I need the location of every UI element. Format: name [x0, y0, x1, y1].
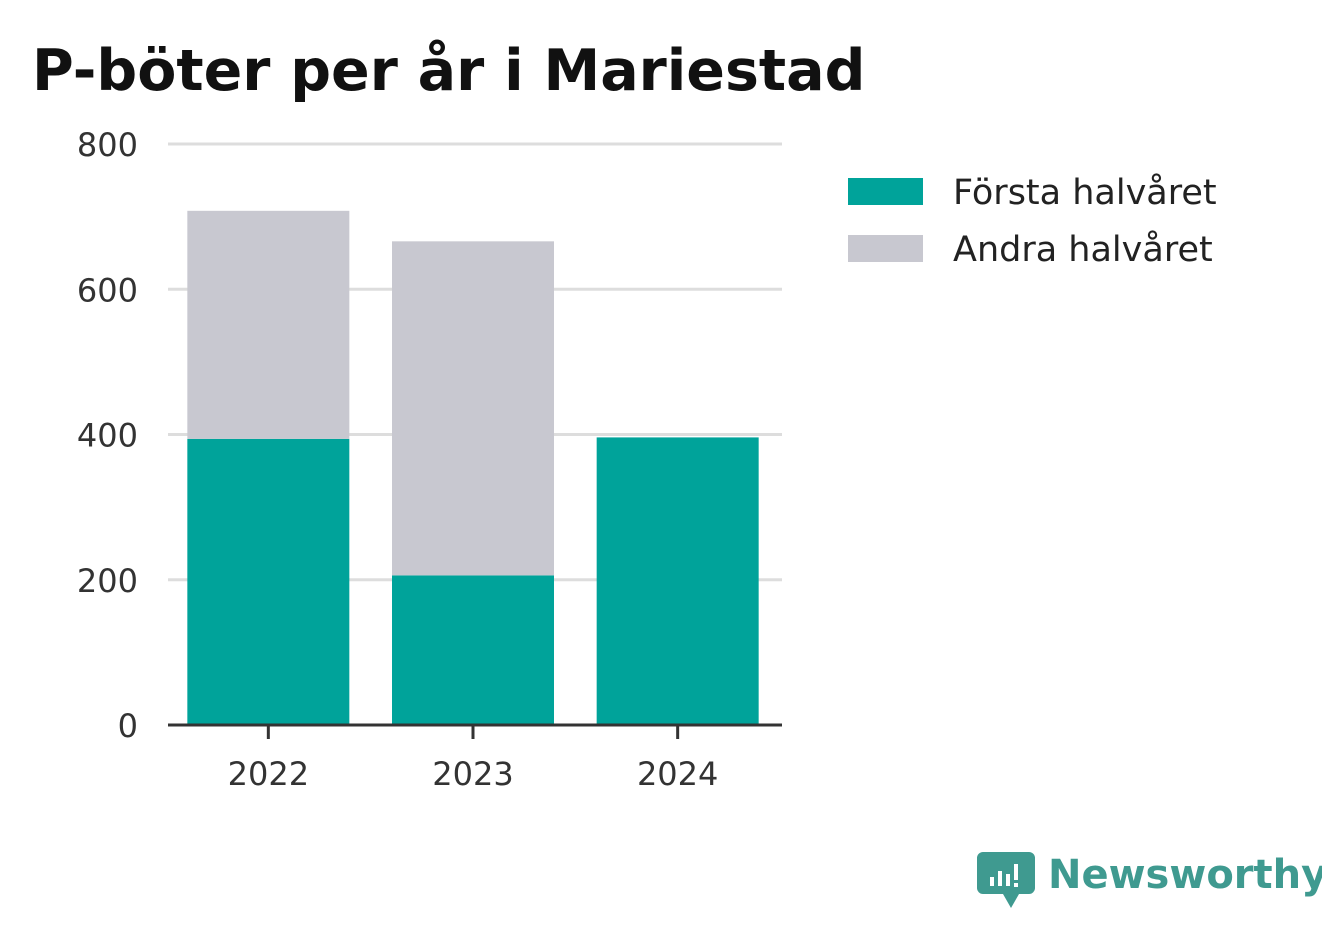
bar-2023-series-1 — [392, 241, 554, 576]
bar-2023-series-0 — [392, 575, 554, 725]
legend: Första halvåret Andra halvåret — [848, 172, 1217, 270]
logo-bar — [990, 877, 994, 886]
newsworthy-logo-icon — [977, 852, 1035, 908]
bar-2022-series-0 — [187, 438, 350, 725]
logo-bar — [1006, 874, 1010, 886]
y-tick-label: 400 — [77, 417, 138, 455]
x-tick-label: 2022 — [228, 755, 309, 793]
brand-logo: Newsworthy — [977, 852, 1322, 908]
logo-bar — [998, 871, 1002, 886]
chart-title: P-böter per år i Mariestad — [32, 38, 866, 104]
brand-name: Newsworthy — [1048, 852, 1322, 898]
bar-2022-series-1 — [187, 210, 350, 439]
legend-swatch — [848, 178, 923, 205]
logo-bar — [1014, 864, 1018, 880]
y-tick-label: 0 — [118, 707, 138, 745]
bar-2024-series-0 — [596, 437, 759, 725]
axes: 0 200 400 600 800 2022 2023 2024 — [77, 126, 782, 793]
legend-swatch — [848, 235, 923, 262]
x-tick-label: 2024 — [637, 755, 718, 793]
y-tick-label: 800 — [77, 126, 138, 164]
y-tick-label: 200 — [77, 562, 138, 600]
legend-label: Andra halvåret — [953, 229, 1213, 270]
x-tick-label: 2023 — [432, 755, 513, 793]
legend-label: Första halvåret — [953, 172, 1217, 213]
bars — [187, 210, 759, 725]
logo-dot — [1014, 883, 1018, 887]
y-tick-label: 600 — [77, 271, 138, 309]
